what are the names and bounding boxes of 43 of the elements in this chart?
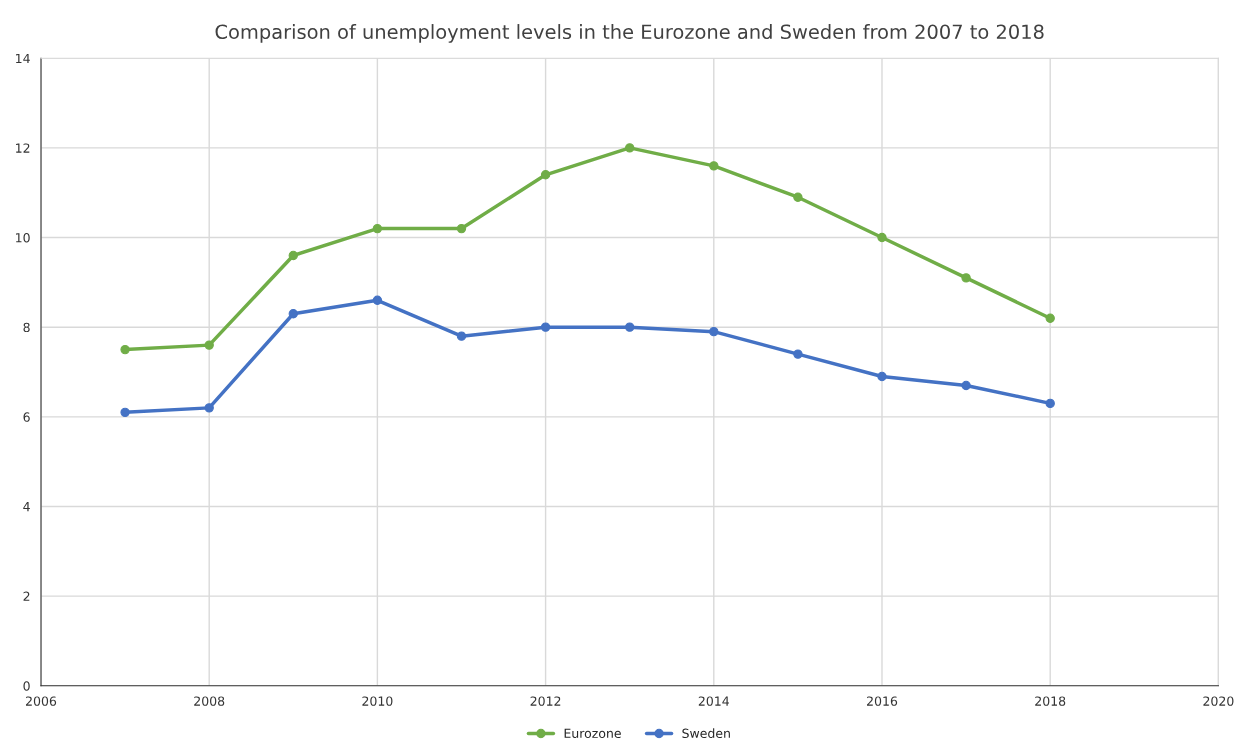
x-tick-label: 2014	[698, 696, 729, 706]
x-tick-label: 2006	[26, 696, 57, 706]
legend-label: Sweden	[682, 728, 730, 739]
y-tick-label: 0	[23, 681, 30, 691]
point	[204, 403, 214, 413]
point	[793, 192, 803, 202]
point	[540, 170, 551, 180]
point	[204, 340, 214, 350]
point	[540, 322, 551, 332]
point	[961, 273, 971, 283]
point	[288, 250, 298, 261]
x-tick-label: 2008	[194, 696, 225, 706]
point	[372, 223, 383, 234]
chart-title: Comparison of unemployment levels in the Eurozone and Sweden from 2007 to 2018	[215, 24, 1044, 43]
y-tick-label: 14	[16, 53, 30, 64]
y-tick-label: 4	[23, 502, 30, 512]
point	[709, 326, 719, 337]
point	[625, 143, 635, 153]
point	[877, 232, 887, 243]
x-tick-label: 2016	[867, 696, 898, 706]
x-tick-label: 2020	[1203, 696, 1234, 706]
y-tick-label: 10	[16, 233, 30, 243]
point	[120, 344, 130, 355]
point	[288, 309, 298, 319]
legend-label: Eurozone	[564, 728, 621, 739]
x-tick-label: 2018	[1035, 696, 1066, 706]
point	[793, 349, 803, 359]
point	[120, 407, 130, 418]
y-tick-label: 12	[16, 143, 30, 153]
point	[1045, 313, 1055, 323]
point	[456, 331, 467, 341]
point	[877, 371, 887, 382]
point	[1045, 398, 1055, 409]
point	[372, 295, 383, 305]
x-tick-label: 2010	[362, 696, 393, 706]
point	[709, 161, 719, 171]
point	[961, 380, 971, 391]
point	[456, 223, 467, 234]
y-tick-label: 2	[23, 591, 30, 601]
y-tick-label: 6	[23, 412, 30, 422]
point	[625, 322, 635, 332]
x-tick-label: 2012	[530, 696, 561, 706]
y-tick-label: 8	[23, 322, 30, 333]
